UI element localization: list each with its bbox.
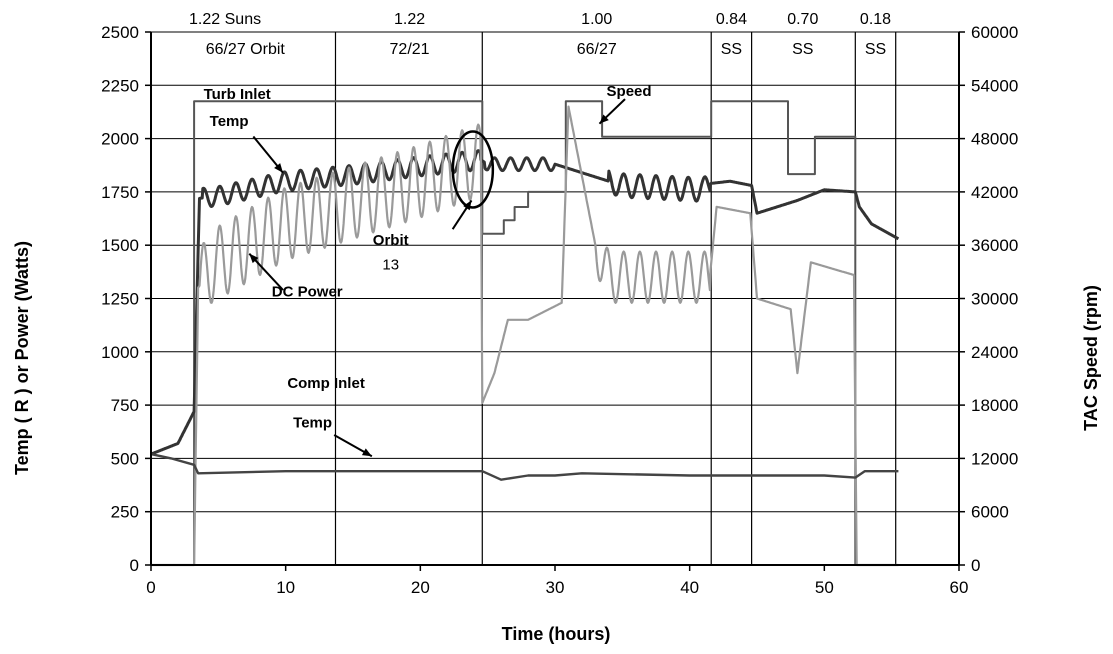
y-right-tick-label: 36000 (971, 236, 1018, 255)
x-tick-label: 50 (815, 578, 834, 597)
series-line-comp-inlet-temp (150, 452, 899, 481)
phase-orbit-label: 66/27 (577, 41, 617, 58)
arrow-dc-power-head (249, 253, 259, 264)
y-left-tick-label: 0 (130, 556, 139, 575)
phase-sun-label: 1.22 (394, 11, 425, 28)
y-right-tick-label: 24000 (971, 343, 1018, 362)
arrow-turb-inlet-temp-head (274, 163, 283, 173)
grid-layer (151, 31, 959, 513)
x-tick-label: 40 (680, 578, 699, 597)
y-right-tick-label: 48000 (971, 130, 1018, 149)
phase-sun-label: 0.18 (860, 11, 891, 28)
series-layer (150, 100, 900, 567)
y-left-tick-label: 2500 (101, 23, 139, 42)
y-left-tick-label: 500 (111, 449, 139, 468)
phase-sun-label: 1.22 Suns (189, 11, 261, 28)
y-left-axis-title: Temp ( R ) or Power (Watts) (12, 241, 32, 475)
phase-orbit-label: 72/21 (390, 41, 430, 58)
y-left-tick-label: 1500 (101, 236, 139, 255)
y-right-tick-label: 0 (971, 556, 980, 575)
y-right-axis-title: TAC Speed (rpm) (1081, 285, 1101, 431)
y-left-tick-label: 2250 (101, 76, 139, 95)
x-tick-label: 30 (546, 578, 565, 597)
annotation-label: Comp Inlet (287, 375, 365, 392)
y-right-tick-label: 12000 (971, 449, 1018, 468)
y-right-tick-label: 54000 (971, 76, 1018, 95)
y-left-tick-label: 1000 (101, 343, 139, 362)
label-layer: 0250500750100012501500175020002250250006… (101, 11, 1018, 597)
y-left-tick-label: 1250 (101, 290, 139, 309)
y-right-tick-label: 30000 (971, 290, 1018, 309)
annotation-label: Turb Inlet (204, 86, 271, 103)
orbit-highlight-ellipse (451, 130, 495, 209)
annotation-label: DC Power (272, 283, 343, 300)
y-right-tick-label: 6000 (971, 503, 1009, 522)
y-right-tick-label: 18000 (971, 396, 1018, 415)
annotation-label: Speed (607, 83, 652, 100)
arrow-speed-head (599, 114, 609, 124)
annotation-label: 13 (382, 257, 399, 274)
axis-layer (145, 31, 965, 571)
series-line-turb-inlet-temp (150, 149, 900, 456)
phase-sun-label: 0.70 (787, 11, 818, 28)
x-tick-label: 0 (146, 578, 155, 597)
x-tick-label: 10 (276, 578, 295, 597)
x-tick-label: 60 (950, 578, 969, 597)
phase-orbit-label: SS (865, 41, 886, 58)
phase-sun-label: 1.00 (581, 11, 612, 28)
phase-orbit-label: 66/27 Orbit (206, 41, 286, 58)
y-left-tick-label: 2000 (101, 130, 139, 149)
annotation-layer: Turb Inlet Temp Speed Orbit 13 DC Power Comp I… (204, 83, 652, 458)
phase-orbit-label: SS (721, 41, 742, 58)
y-right-tick-label: 60000 (971, 23, 1018, 42)
phase-orbit-label: SS (792, 41, 813, 58)
y-left-tick-label: 750 (111, 396, 139, 415)
y-left-tick-label: 1750 (101, 183, 139, 202)
annotation-label: Temp (210, 113, 249, 130)
phase-sun-label: 0.84 (716, 11, 747, 28)
x-tick-label: 20 (411, 578, 430, 597)
annotation-label: Temp (293, 414, 332, 431)
series-line-dc-power (150, 105, 899, 567)
y-right-tick-label: 42000 (971, 183, 1018, 202)
annotation-label: Orbit (373, 232, 409, 249)
x-axis-title: Time (hours) (502, 624, 611, 644)
y-left-tick-label: 250 (111, 503, 139, 522)
series-line-speed (151, 100, 899, 566)
arrow-comp-inlet-temp-head (361, 448, 372, 457)
